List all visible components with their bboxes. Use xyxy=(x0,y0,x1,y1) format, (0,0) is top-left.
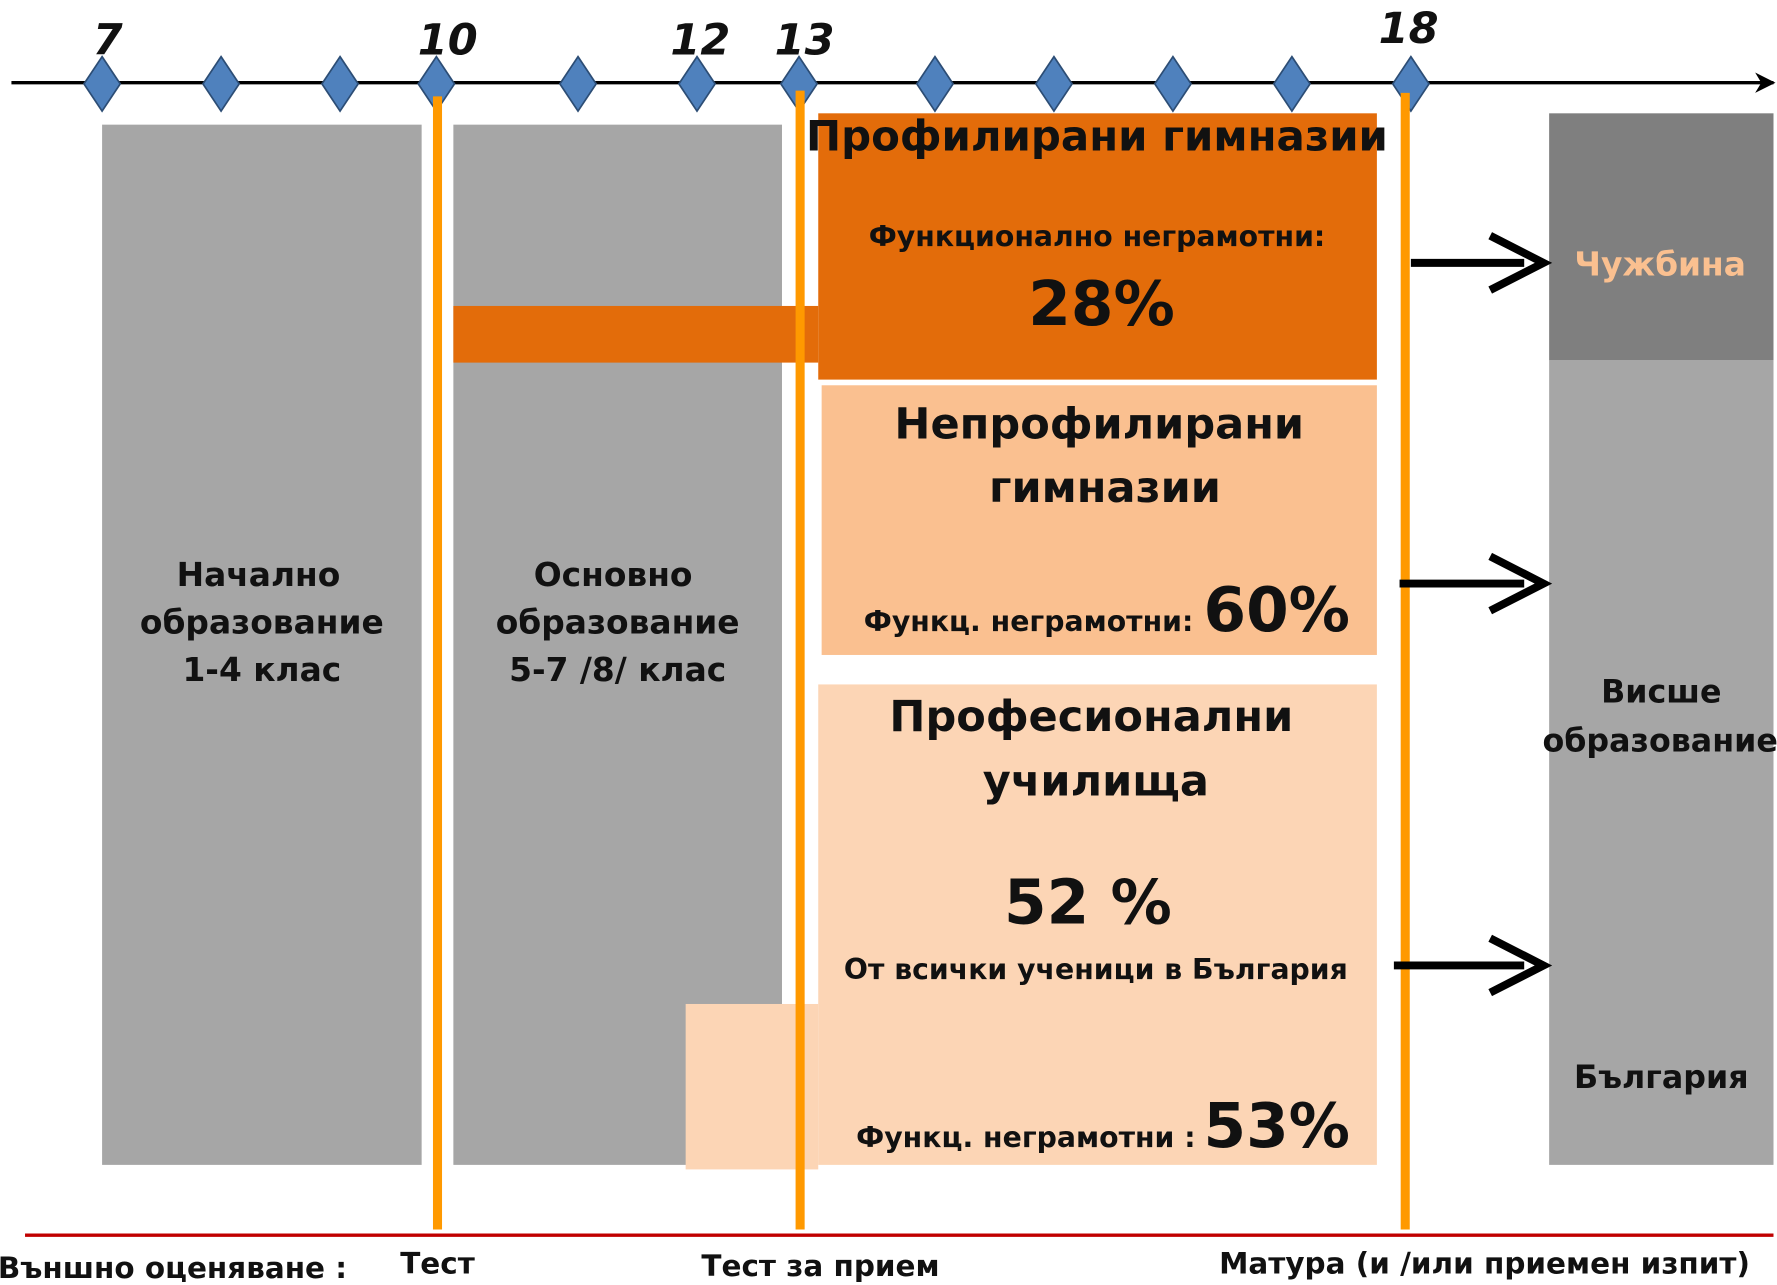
age-marker xyxy=(320,55,360,113)
age-label: 18 xyxy=(1379,4,1439,54)
age-label: 7 xyxy=(93,15,123,65)
vocational-percent: 53% xyxy=(1204,1091,1350,1162)
nonprofiled-title: Непрофилирани гимназии xyxy=(894,400,1304,513)
assessment-lines xyxy=(432,90,1410,1230)
profiled-note: Функционално неграмотни: xyxy=(869,220,1326,253)
age-label: 13 xyxy=(775,15,835,65)
arrows xyxy=(1393,232,1553,997)
nonprofiled-percent: 60% xyxy=(1204,575,1350,646)
assessment-test: Тест xyxy=(400,1247,475,1281)
bulgaria-label: България xyxy=(1574,1060,1749,1096)
abroad-block xyxy=(1549,113,1774,361)
nonprofiled-block xyxy=(821,385,1377,655)
age-marker xyxy=(1034,55,1074,113)
higher-label: Висше образование xyxy=(1542,675,1777,760)
assessment-label: Външно оценяване : xyxy=(0,1251,347,1285)
age-marker xyxy=(915,55,955,113)
age-marker xyxy=(201,55,241,113)
assessment-matura: Матура (и /или приемен изпит) xyxy=(1219,1247,1750,1281)
age-marker xyxy=(558,55,598,113)
profiled-title: Профилирани гимназии xyxy=(806,112,1388,161)
nonprofiled-note: Функц. неграмотни: xyxy=(864,605,1194,638)
profiled-block xyxy=(818,113,1377,380)
age-label: 12 xyxy=(670,15,730,65)
basic-label: Основно образование 5-7 /8/ клас xyxy=(496,555,740,689)
primary-label: Начално образование 1-4 клас xyxy=(140,555,384,689)
vocational-share-note: От всички ученици в България xyxy=(844,953,1348,986)
higher-block xyxy=(1549,360,1774,1165)
age-marker xyxy=(1272,55,1312,113)
connector-bar xyxy=(453,305,819,363)
age-marker xyxy=(1391,55,1431,113)
assessment-admission: Тест за прием xyxy=(701,1249,939,1283)
age-marker xyxy=(677,55,717,113)
profiled-percent: 28% xyxy=(1028,269,1174,340)
vocational-block xyxy=(818,684,1377,1165)
age-marker xyxy=(82,55,122,113)
primary-block xyxy=(102,124,422,1165)
abroad-label: Чужбина xyxy=(1574,244,1746,283)
vocational-note: Функц. неграмотни : xyxy=(856,1121,1195,1154)
vocational-share: 52 % xyxy=(1004,868,1172,939)
age-marker xyxy=(1153,55,1193,113)
age-label: 10 xyxy=(418,15,478,65)
basic-block xyxy=(453,124,782,1165)
vocational-title: Професионални училища xyxy=(889,692,1293,807)
